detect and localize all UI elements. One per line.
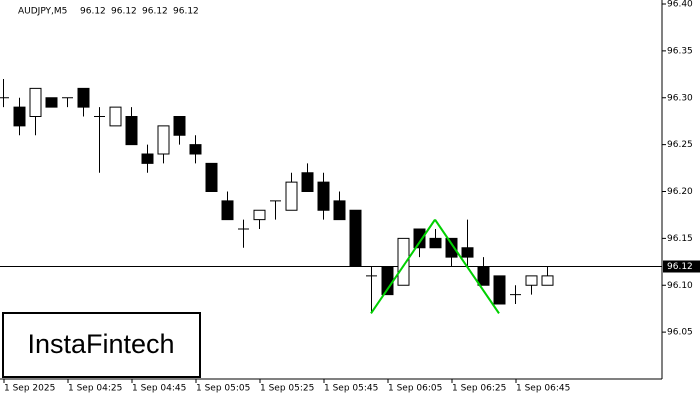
candle-body (157, 125, 170, 155)
candle-body (461, 247, 474, 258)
candle-body (493, 275, 506, 305)
candle-body (413, 228, 426, 249)
candle-body (125, 116, 138, 146)
candle-body (285, 181, 298, 211)
y-tick-label: 96.25 (667, 140, 693, 150)
pattern-line (434, 219, 500, 314)
candle-body (45, 97, 58, 108)
header-value: 96.12 (142, 7, 168, 17)
x-tick-label: 1 Sep 05:25 (260, 384, 314, 394)
x-tick-label: 1 Sep 05:45 (324, 384, 378, 394)
candle-body (141, 153, 154, 164)
x-tick-label: 1 Sep 06:25 (452, 384, 506, 394)
x-tick-label: 1 Sep 06:45 (516, 384, 570, 394)
last-price-box (663, 260, 700, 273)
candle-body (477, 266, 490, 286)
candle-body (109, 106, 122, 127)
x-tick-label: 1 Sep 2025 (4, 384, 55, 394)
last-price-label: 96.12 (667, 262, 693, 272)
candle-body (445, 237, 458, 258)
candle-body (173, 116, 186, 136)
logo: InstaFintech (27, 329, 174, 359)
candle-body (301, 172, 314, 192)
candle-body (77, 87, 90, 108)
candle-body (397, 237, 410, 286)
candle-body (525, 275, 538, 286)
x-tick-label: 1 Sep 05:05 (196, 384, 250, 394)
candle-body (317, 181, 330, 211)
x-tick-label: 1 Sep 04:45 (132, 384, 186, 394)
header-value: 96.12 (80, 7, 106, 17)
y-tick-label: 96.30 (667, 93, 693, 103)
chart-title: AUDJPY,M5 (18, 7, 67, 17)
candle-body (429, 237, 442, 249)
x-tick-label: 1 Sep 06:05 (388, 384, 442, 394)
candle-body (333, 200, 346, 221)
candle-body (541, 275, 554, 286)
header-value: 96.12 (111, 7, 137, 17)
y-tick-label: 96.40 (667, 0, 693, 10)
candle-body (221, 200, 234, 221)
y-tick-label: 96.20 (667, 187, 693, 197)
y-tick-label: 96.15 (667, 234, 693, 244)
candle-body (349, 209, 362, 267)
header-value: 96.12 (173, 7, 199, 17)
x-tick-label: 1 Sep 04:25 (68, 384, 122, 394)
candle-body (13, 106, 26, 127)
pattern-line (370, 219, 436, 314)
candle-body (29, 87, 42, 117)
y-tick-label: 96.35 (667, 46, 693, 56)
candle-body (253, 209, 266, 221)
candle-body (205, 162, 218, 192)
y-tick-label: 96.10 (667, 281, 693, 291)
y-tick-label: 96.05 (667, 328, 693, 338)
logo-box (2, 312, 201, 378)
candle-body (189, 144, 202, 155)
